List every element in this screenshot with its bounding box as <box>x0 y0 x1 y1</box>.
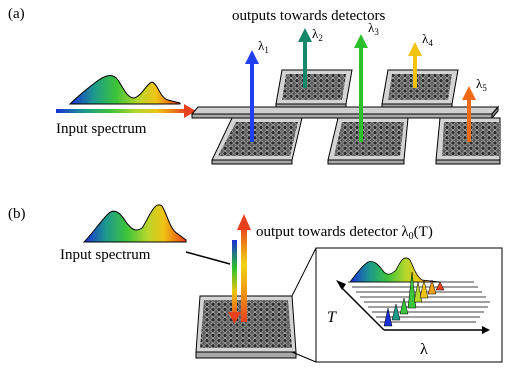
panel-b-label: (b) <box>8 206 26 222</box>
input-spectrum-label-b: Input spectrum <box>60 247 151 263</box>
chip-2 <box>275 69 353 108</box>
chip-3 <box>327 117 409 165</box>
lambda-2-label: λ2 <box>312 26 323 43</box>
output-arrow-1 <box>245 50 259 142</box>
chip-4 <box>381 69 459 108</box>
inset-axis-t-label: T <box>327 309 337 326</box>
panel-a-label: (a) <box>8 6 25 22</box>
input-spectrum-a <box>68 75 181 105</box>
callout-line-bottom <box>291 351 317 363</box>
output-caption-b: output towards detector λ0(T) <box>256 224 433 242</box>
lambda-4-label: λ4 <box>422 31 433 48</box>
inset-axis-lambda-label: λ <box>420 341 428 358</box>
output-arrow-4 <box>408 42 422 88</box>
lambda-5-label: λ5 <box>476 76 487 93</box>
input-spectrum-b <box>82 204 187 243</box>
chip-1 <box>211 117 303 165</box>
input-vertical-bar <box>228 240 241 324</box>
chip-b <box>195 295 297 359</box>
output-arrow-2 <box>298 28 312 88</box>
outputs-caption: outputs towards detectors <box>232 8 385 24</box>
input-spectrum-label-a: Input spectrum <box>56 121 147 137</box>
input-arrow-a <box>56 104 196 118</box>
lambda-3-label: λ3 <box>368 20 379 37</box>
inset-axis-t <box>339 285 385 331</box>
output-arrow-5 <box>462 86 476 142</box>
output-arrow-3 <box>354 34 368 142</box>
inset-box <box>315 247 503 363</box>
waveguide <box>190 105 500 120</box>
input-pointer-line <box>185 251 231 265</box>
inset-peaks <box>383 271 445 327</box>
inset-spectrum-envelope <box>349 257 441 283</box>
callout-line-top <box>291 247 317 297</box>
lambda-1-label: λ1 <box>258 38 269 55</box>
output-arrow-b <box>237 214 251 322</box>
